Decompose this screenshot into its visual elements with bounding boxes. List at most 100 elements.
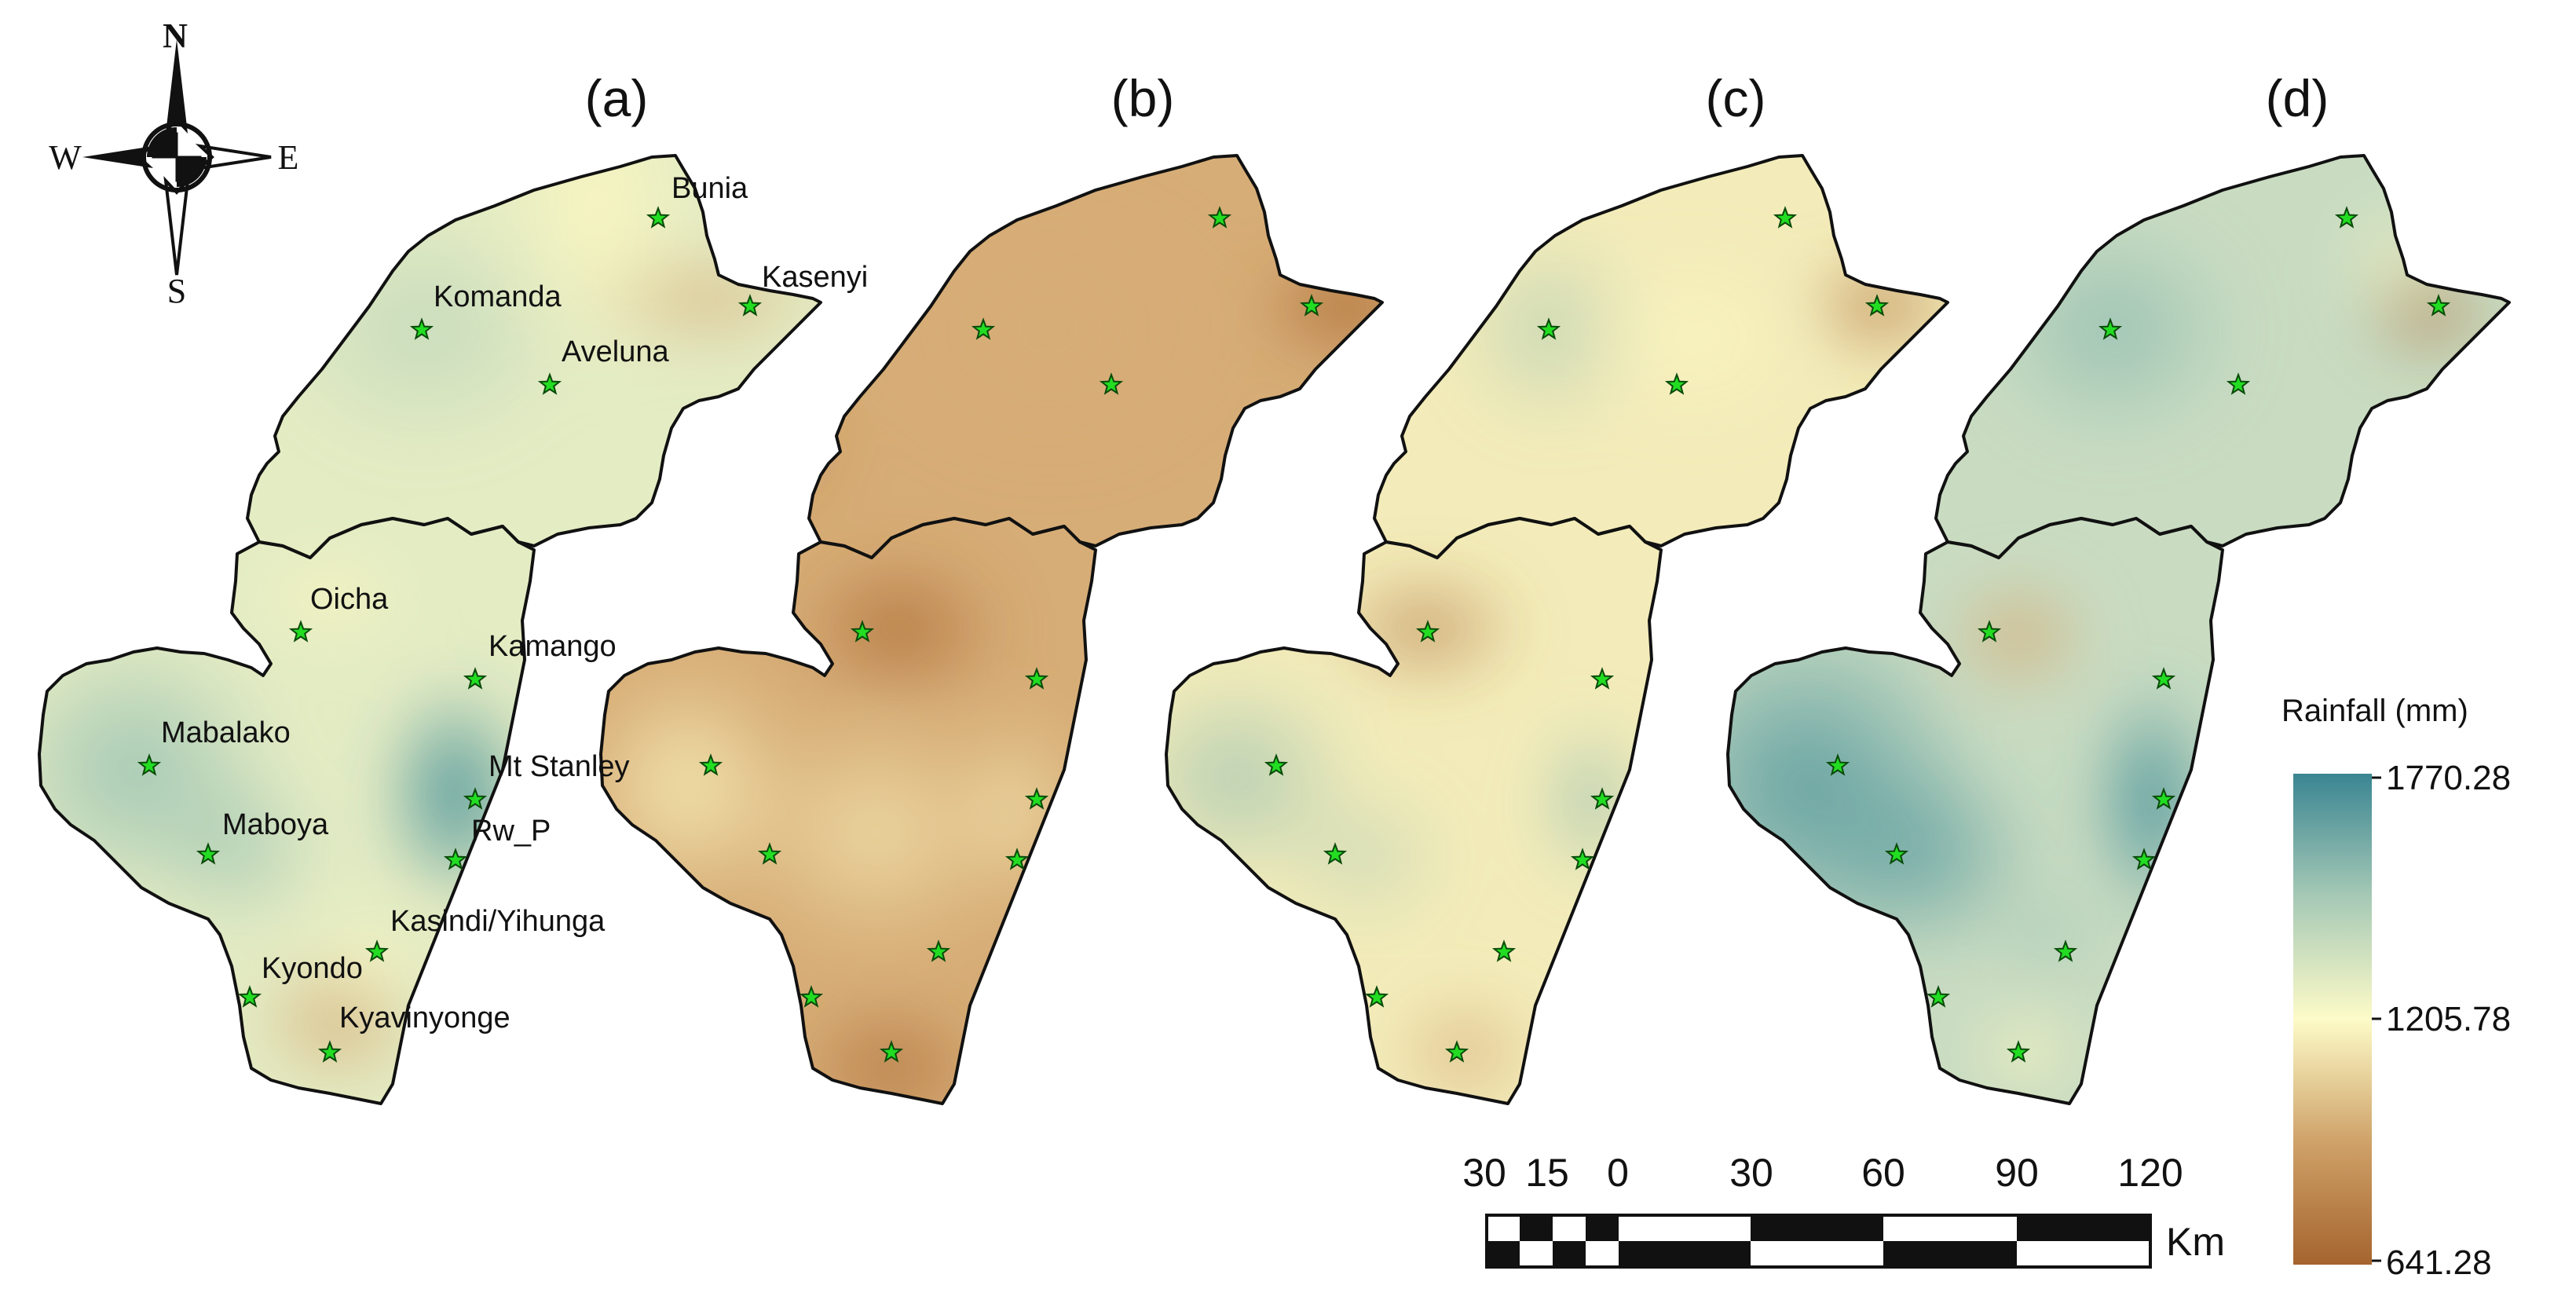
station-star-icon: [1864, 294, 1890, 317]
station-star-icon: [1207, 206, 1232, 229]
station-star-icon: [537, 372, 562, 395]
station-star-icon: [2334, 206, 2359, 229]
station-star-icon: [463, 667, 488, 690]
station-star-icon: [288, 620, 313, 643]
station-star-icon: [1590, 667, 1615, 690]
station-star-icon: [2006, 1040, 2031, 1063]
south-region-boundary: [38, 517, 536, 1105]
station-star-icon: [1926, 985, 1951, 1008]
station-star-icon: [2131, 848, 2157, 870]
panel-label-b: (b): [1111, 69, 1175, 127]
station-star-icon: [2053, 939, 2078, 962]
south-region-boundary: [1726, 517, 2224, 1105]
legend-title: Rainfall (mm): [2281, 694, 2468, 728]
south-region-boundary: [1165, 517, 1663, 1105]
station-star-icon: [1590, 787, 1615, 810]
panel-label-d: (d): [2266, 69, 2329, 127]
station-label-mabalako: Mabalako: [161, 716, 291, 749]
scale-tick-label: 60: [1861, 1151, 1905, 1195]
station-star-icon: [1570, 848, 1595, 870]
station-star-icon: [1323, 842, 1348, 865]
station-star-icon: [443, 848, 468, 870]
station-star-icon: [698, 753, 723, 776]
station-label-bunia: Bunia: [671, 172, 748, 205]
station-star-icon: [2226, 372, 2251, 395]
compass-south-label: S: [167, 272, 186, 310]
station-star-icon: [364, 939, 390, 962]
north-arrow-compass: N S E W: [49, 16, 298, 310]
station-star-icon: [1773, 206, 1798, 229]
legend-color-ramp: [2293, 774, 2372, 1265]
station-label-kamango: Kamango: [488, 630, 617, 663]
station-star-icon: [1491, 939, 1517, 962]
station-star-icon: [1299, 294, 1324, 317]
station-star-icon: [317, 1040, 342, 1063]
scale-bar: 30 15 0 30 60 90 120: [1462, 1151, 2225, 1269]
station-label-mt-stanley: Mt Stanley: [488, 750, 630, 783]
station-star-icon: [879, 1040, 904, 1063]
panel-label-c: (c): [1706, 69, 1766, 127]
rainfall-legend: Rainfall (mm) 1770.28 1205.78 641.28: [2281, 694, 2511, 1282]
station-star-icon: [646, 206, 671, 229]
station-star-icon: [2098, 317, 2123, 340]
compass-west-label: W: [49, 138, 82, 177]
station-star-icon: [850, 620, 875, 643]
panel-label-a: (a): [585, 69, 649, 127]
compass-north-label: N: [163, 16, 188, 55]
station-star-icon: [237, 985, 262, 1008]
station-star-icon: [1004, 848, 1030, 870]
station-label-maboya: Maboya: [222, 808, 329, 841]
station-star-icon: [1536, 317, 1561, 340]
scale-tick-label: 0: [1607, 1151, 1629, 1195]
station-label-oicha: Oicha: [310, 583, 389, 616]
station-label-rw-p: Rw_P: [471, 815, 551, 848]
scale-bar-segments: [1485, 1214, 2152, 1269]
compass-south-point-icon: [163, 176, 190, 276]
station-label-komanda: Komanda: [434, 280, 562, 313]
scale-tick-label: 90: [1995, 1151, 2039, 1195]
station-label-aveluna: Aveluna: [562, 335, 670, 368]
station-star-icon: [463, 787, 488, 810]
station-star-icon: [1977, 620, 2002, 643]
legend-min-label: 641.28: [2386, 1243, 2492, 1282]
station-labels: Bunia Kasenyi Komanda Aveluna Oicha Kama…: [161, 172, 868, 1035]
station-star-icon: [1825, 753, 1850, 776]
station-star-icon: [196, 842, 221, 865]
station-star-icon: [737, 294, 763, 317]
station-label-kasenyi: Kasenyi: [762, 261, 868, 294]
legend-mid-label: 1205.78: [2386, 1000, 2511, 1038]
station-star-icon: [799, 985, 824, 1008]
station-star-icon: [1444, 1040, 1469, 1063]
station-star-icon: [137, 753, 162, 776]
compass-east-label: E: [278, 138, 299, 177]
station-label-kasindi-yihunga: Kasindi/Yihunga: [390, 905, 606, 938]
scale-tick-label: 120: [2117, 1151, 2183, 1195]
scale-tick-label: 30: [1729, 1151, 1773, 1195]
station-star-icon: [2151, 667, 2176, 690]
station-star-icon: [926, 939, 951, 962]
south-region-boundary: [599, 517, 1097, 1105]
compass-center-icon: [141, 122, 212, 192]
scale-tick-label: 30: [1462, 1151, 1506, 1195]
compass-west-point-icon: [82, 146, 153, 168]
station-star-icon: [1364, 985, 1389, 1008]
station-star-icon: [2151, 787, 2176, 810]
compass-north-point-icon: [166, 39, 188, 134]
station-star-icon: [1884, 842, 1909, 865]
station-label-kyondo: Kyondo: [262, 952, 363, 985]
station-star-icon: [1264, 753, 1289, 776]
station-star-icon: [1415, 620, 1440, 643]
station-star-icon: [1664, 372, 1689, 395]
scale-tick-label: 15: [1525, 1151, 1569, 1195]
station-star-icon: [1024, 667, 1049, 690]
station-star-icon: [1024, 787, 1049, 810]
station-label-kyavinyonge: Kyavinyonge: [339, 1002, 510, 1035]
station-star-icon: [971, 317, 996, 340]
scale-bar-unit: Km: [2166, 1220, 2225, 1264]
scale-bar-ticks: 30 15 0 30 60 90 120: [1462, 1151, 2183, 1195]
station-star-icon: [409, 317, 434, 340]
station-star-icon: [757, 842, 782, 865]
legend-max-label: 1770.28: [2386, 759, 2511, 797]
station-star-icon: [2426, 294, 2451, 317]
